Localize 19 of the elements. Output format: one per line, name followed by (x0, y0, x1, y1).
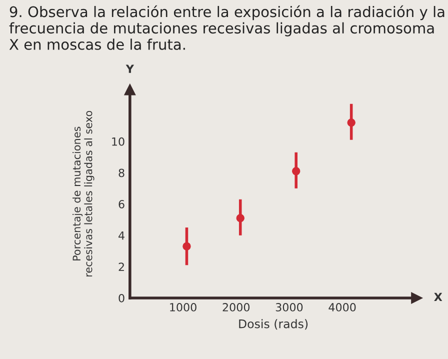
x-axis-title: Dosis (rads) (239, 319, 308, 330)
point (182, 242, 191, 250)
point (292, 167, 300, 176)
y-axis-title: Porcentaje de mutaciones recesivas letales ligadas al sexo (72, 110, 94, 276)
y-tick-label: 2 (118, 262, 124, 271)
text: Y (126, 64, 134, 73)
y-tick-label: 0 (118, 294, 124, 302)
x-tick-label: 4000 (328, 303, 356, 312)
y-tick-label: 8 (118, 168, 124, 178)
chart-title: 9. Observa la relación entre la exposición a la radiación y la frecuencia de mutaciones recesivas ligadas al cromosoma X en moscas de la fruta. (9, 5, 444, 50)
y-tick-label: 4 (118, 231, 124, 240)
y-tick-label: 6 (118, 200, 124, 208)
x-tick-label: 2000 (222, 303, 250, 312)
point (347, 118, 356, 127)
y-tick-label: 10 (112, 137, 124, 146)
point (236, 214, 244, 222)
x-tick-label: 3000 (276, 303, 303, 312)
text: X (434, 292, 442, 302)
x-tick-label: 1000 (170, 303, 196, 312)
